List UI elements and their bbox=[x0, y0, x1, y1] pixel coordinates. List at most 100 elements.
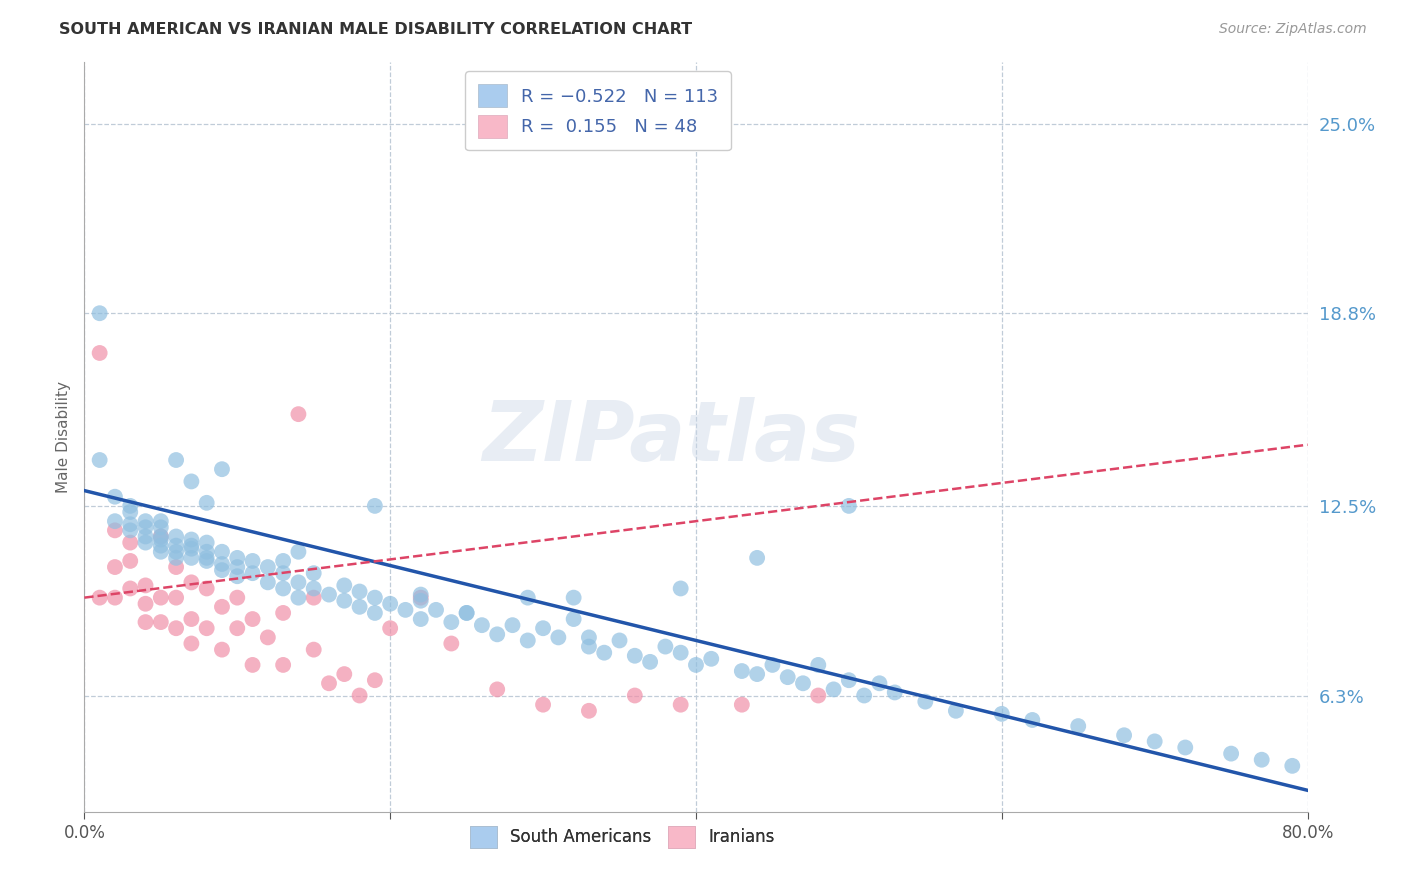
Point bbox=[89, 591, 111, 605]
Point bbox=[104, 490, 127, 504]
Point bbox=[271, 657, 294, 672]
Point bbox=[135, 529, 157, 543]
Point bbox=[409, 591, 432, 605]
Point bbox=[638, 655, 661, 669]
Point bbox=[180, 612, 202, 626]
Point bbox=[149, 545, 172, 559]
Point bbox=[211, 462, 233, 476]
Point bbox=[654, 640, 676, 654]
Point bbox=[211, 545, 233, 559]
Point bbox=[349, 599, 371, 614]
Point bbox=[456, 606, 478, 620]
Point bbox=[180, 533, 202, 547]
Point bbox=[456, 606, 478, 620]
Point bbox=[838, 673, 860, 688]
Point bbox=[165, 453, 187, 467]
Point bbox=[149, 591, 172, 605]
Point bbox=[195, 535, 218, 549]
Point bbox=[425, 603, 447, 617]
Point bbox=[242, 554, 264, 568]
Point bbox=[165, 560, 187, 574]
Point bbox=[562, 591, 585, 605]
Point bbox=[287, 545, 309, 559]
Point bbox=[211, 557, 233, 571]
Point bbox=[180, 539, 202, 553]
Point bbox=[1021, 713, 1043, 727]
Point bbox=[409, 593, 432, 607]
Point bbox=[211, 599, 233, 614]
Point bbox=[271, 582, 294, 596]
Point bbox=[104, 560, 127, 574]
Point bbox=[516, 591, 538, 605]
Point bbox=[120, 535, 142, 549]
Point bbox=[853, 689, 876, 703]
Point bbox=[89, 346, 111, 360]
Point bbox=[271, 554, 294, 568]
Point bbox=[149, 529, 172, 543]
Point bbox=[333, 578, 356, 592]
Point bbox=[120, 499, 142, 513]
Point bbox=[624, 648, 647, 663]
Point bbox=[669, 646, 692, 660]
Point bbox=[195, 545, 218, 559]
Point bbox=[440, 636, 463, 650]
Point bbox=[531, 621, 554, 635]
Point bbox=[578, 631, 600, 645]
Point bbox=[271, 566, 294, 581]
Point bbox=[502, 618, 524, 632]
Point bbox=[226, 550, 249, 565]
Point bbox=[838, 499, 860, 513]
Point bbox=[409, 588, 432, 602]
Y-axis label: Male Disability: Male Disability bbox=[56, 381, 72, 493]
Point bbox=[180, 636, 202, 650]
Point bbox=[120, 517, 142, 532]
Point bbox=[364, 673, 387, 688]
Point bbox=[364, 606, 387, 620]
Point bbox=[180, 550, 202, 565]
Point bbox=[333, 667, 356, 681]
Point bbox=[104, 591, 127, 605]
Point bbox=[149, 615, 172, 629]
Point bbox=[135, 514, 157, 528]
Point bbox=[89, 453, 111, 467]
Point bbox=[409, 612, 432, 626]
Point bbox=[120, 524, 142, 538]
Point bbox=[1067, 719, 1090, 733]
Point bbox=[1220, 747, 1243, 761]
Point bbox=[195, 496, 218, 510]
Point bbox=[516, 633, 538, 648]
Point bbox=[149, 539, 172, 553]
Point bbox=[823, 682, 845, 697]
Point bbox=[731, 664, 754, 678]
Point bbox=[440, 615, 463, 629]
Point bbox=[135, 597, 157, 611]
Point bbox=[349, 689, 371, 703]
Point bbox=[578, 640, 600, 654]
Point bbox=[211, 563, 233, 577]
Point bbox=[747, 550, 769, 565]
Point bbox=[226, 621, 249, 635]
Point bbox=[120, 505, 142, 519]
Point bbox=[135, 578, 157, 592]
Point bbox=[135, 520, 157, 534]
Point bbox=[257, 631, 280, 645]
Point bbox=[486, 627, 509, 641]
Text: ZIPatlas: ZIPatlas bbox=[482, 397, 860, 477]
Point bbox=[349, 584, 371, 599]
Point bbox=[333, 593, 356, 607]
Point bbox=[242, 657, 264, 672]
Point bbox=[471, 618, 494, 632]
Point bbox=[318, 588, 340, 602]
Point bbox=[242, 566, 264, 581]
Point bbox=[120, 554, 142, 568]
Point bbox=[226, 569, 249, 583]
Point bbox=[287, 575, 309, 590]
Point bbox=[1174, 740, 1197, 755]
Point bbox=[226, 591, 249, 605]
Point bbox=[883, 685, 905, 699]
Point bbox=[287, 407, 309, 421]
Point bbox=[302, 566, 325, 581]
Point bbox=[776, 670, 799, 684]
Point bbox=[731, 698, 754, 712]
Point bbox=[211, 642, 233, 657]
